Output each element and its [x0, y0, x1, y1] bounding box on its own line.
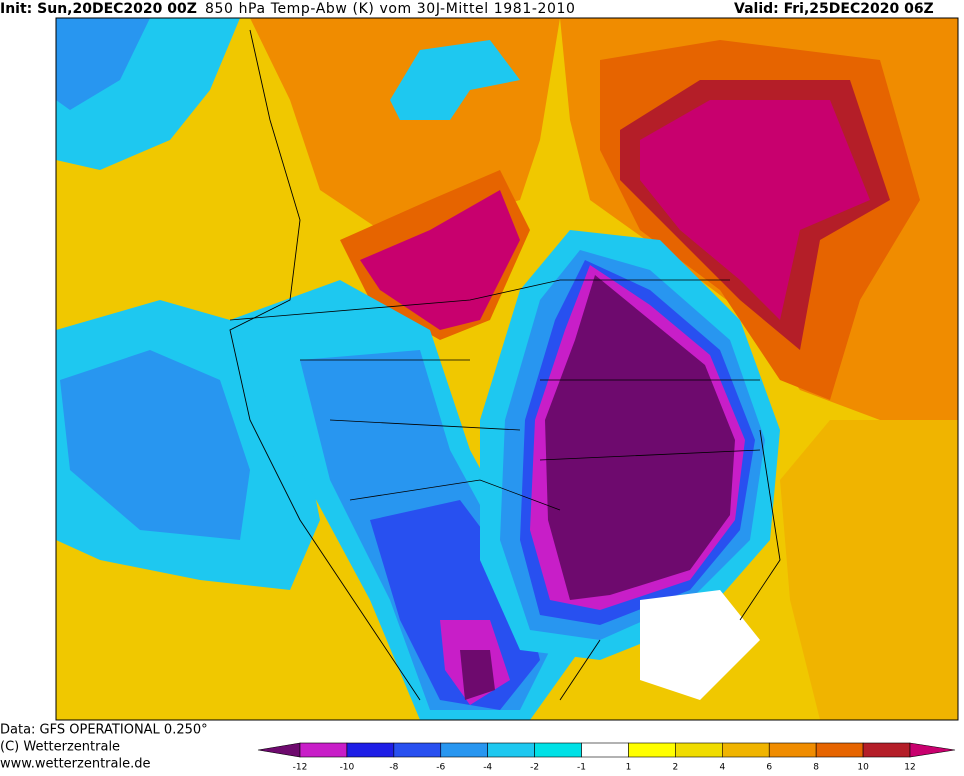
valid-label: Valid: Fri,25DEC2020 06Z: [734, 1, 934, 17]
colorbar-segment: [862, 742, 911, 758]
colorbar-label: -12: [293, 763, 308, 773]
colorbar-segment: [628, 742, 676, 758]
colorbar-segment: [815, 742, 864, 758]
colorbar-label: -1: [577, 763, 586, 773]
colorbar-segment: [299, 742, 348, 758]
colorbar: -12 -10 -8 -6 -4 -2 -1 1 2 4 6 8 10 12: [257, 742, 956, 773]
colorbar-segment: [440, 742, 488, 758]
map-title: 850 hPa Temp-Abw (K) vom 30J-Mittel 1981…: [205, 1, 576, 17]
colorbar-segment: [346, 742, 395, 758]
colorbar-segment: [393, 742, 442, 758]
colorbar-segment: [722, 742, 770, 758]
colorbar-label: 8: [813, 763, 819, 773]
colorbar-segment: [581, 742, 629, 758]
colorbar-label: 10: [857, 763, 869, 773]
colorbar-over: [909, 742, 956, 758]
colorbar-segment: [534, 742, 582, 758]
footer-line: Data: GFS OPERATIONAL 0.250°: [0, 723, 208, 738]
colorbar-segment: [768, 742, 817, 758]
footer-line: www.wetterzentrale.de: [0, 757, 150, 772]
colorbar-label: 1: [626, 763, 632, 773]
colorbar-label: 4: [719, 763, 725, 773]
colorbar-under: [257, 742, 301, 758]
colorbar-segment: [675, 742, 723, 758]
colorbar-label: -10: [340, 763, 355, 773]
colorbar-label: -6: [436, 763, 445, 773]
footer-line: (C) Wetterzentrale: [0, 740, 120, 755]
colorbar-segment: [487, 742, 535, 758]
init-label: Init: Sun,20DEC2020 00Z: [0, 1, 197, 17]
colorbar-label: 2: [673, 763, 679, 773]
colorbar-label: -4: [483, 763, 492, 773]
map: [55, 17, 959, 721]
colorbar-label: 12: [904, 763, 915, 773]
colorbar-label: -8: [389, 763, 398, 773]
colorbar-label: -2: [530, 763, 539, 773]
colorbar-label: 6: [766, 763, 772, 773]
